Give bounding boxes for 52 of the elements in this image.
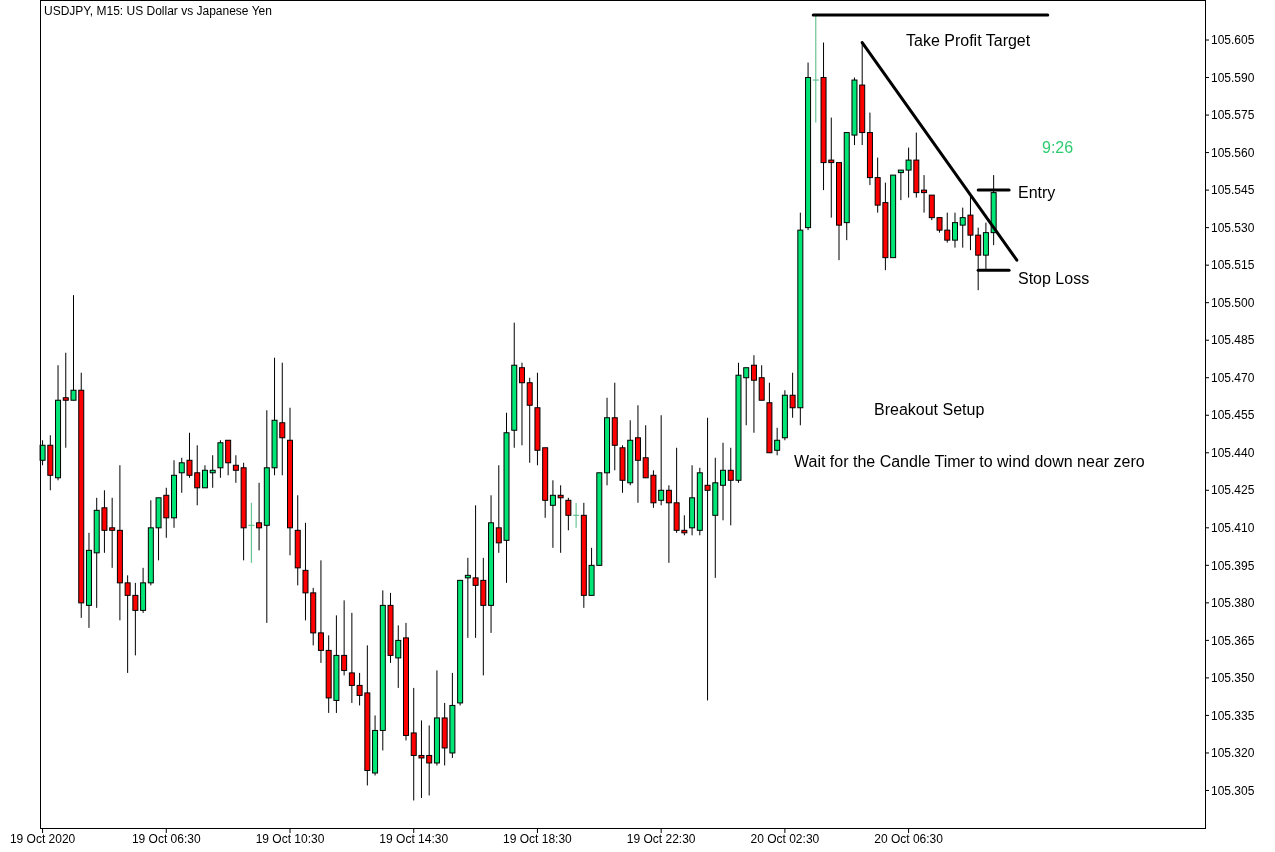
candlestick: [951, 212, 958, 249]
candlestick: [565, 497, 572, 531]
x-tick-label: 19 Oct 10:30: [255, 832, 325, 846]
candlestick: [256, 482, 263, 551]
y-tick-label: 105.605: [1211, 33, 1255, 48]
y-tick-label: 105.320: [1211, 746, 1255, 761]
annotation: Breakout Setup: [874, 401, 985, 418]
candlestick: [812, 14, 820, 124]
candlestick: [720, 442, 727, 521]
annotation: Stop Loss: [1018, 270, 1090, 287]
annotation: Entry: [1018, 184, 1056, 201]
x-tick-label: 19 Oct 2020: [9, 832, 76, 846]
candlestick: [247, 502, 255, 564]
y-tick-label: 105.575: [1211, 108, 1255, 123]
annotation: Wait for the Candle Timer to wind down near zero: [794, 453, 1145, 470]
candlestick: [921, 174, 928, 214]
candlestick: [201, 464, 208, 489]
y-tick-label: 105.335: [1211, 708, 1255, 723]
y-tick-label: 105.365: [1211, 633, 1255, 648]
chart-title: USDJPY, M15: US Dollar vs Japanese Yen: [44, 4, 272, 18]
candlestick: [758, 364, 765, 401]
candlestick: [750, 354, 757, 434]
y-tick-label: 105.380: [1211, 596, 1255, 611]
y-tick-label: 105.305: [1211, 783, 1255, 798]
candlestick: [634, 404, 641, 504]
y-tick-label: 105.500: [1211, 295, 1255, 310]
x-tick-label: 19 Oct 06:30: [131, 832, 201, 846]
y-tick-label: 105.485: [1211, 333, 1255, 348]
y-tick-label: 105.395: [1211, 558, 1255, 573]
y-tick-label: 105.545: [1211, 183, 1255, 198]
x-tick-label: 19 Oct 14:30: [379, 832, 449, 846]
x-tick-label: 20 Oct 06:30: [874, 832, 944, 846]
y-tick-label: 105.440: [1211, 445, 1255, 460]
x-tick-label: 19 Oct 18:30: [503, 832, 573, 846]
x-tick-label: 19 Oct 22:30: [626, 832, 696, 846]
y-tick-label: 105.560: [1211, 145, 1255, 160]
y-tick-label: 105.455: [1211, 408, 1255, 423]
x-tick-label: 20 Oct 02:30: [750, 832, 820, 846]
y-tick-label: 105.515: [1211, 258, 1255, 273]
candlestick: [518, 362, 525, 446]
candlestick: [209, 454, 216, 489]
y-tick-label: 105.410: [1211, 521, 1255, 536]
y-tick-label: 105.590: [1211, 70, 1255, 85]
candlestick: [526, 377, 533, 464]
y-tick-label: 105.350: [1211, 671, 1255, 686]
candlestick: [572, 502, 580, 529]
y-tick-label: 105.425: [1211, 483, 1255, 498]
y-tick-label: 105.470: [1211, 370, 1255, 385]
annotation: 9:26: [1042, 139, 1074, 156]
candlestick: [317, 559, 324, 664]
annotation: Take Profit Target: [906, 32, 1031, 49]
y-tick-label: 105.530: [1211, 220, 1255, 235]
